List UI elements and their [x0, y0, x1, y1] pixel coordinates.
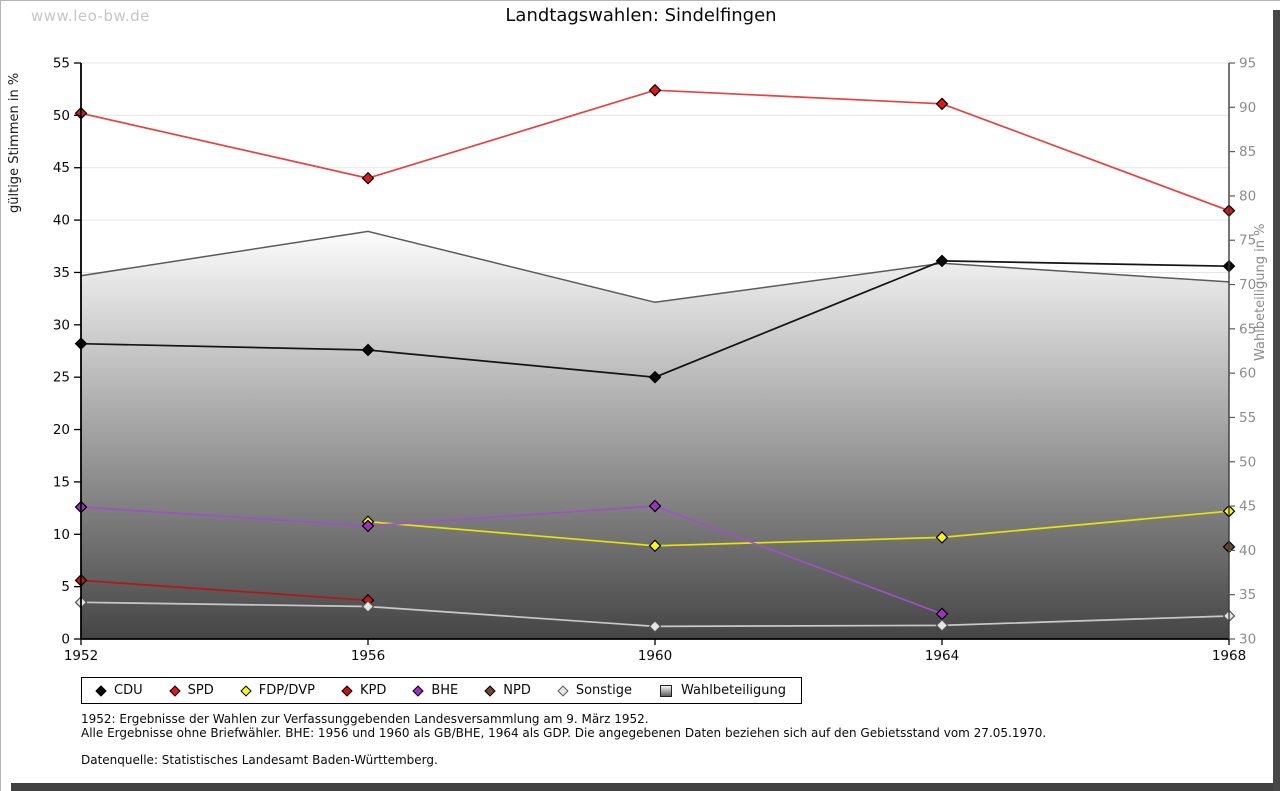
point-SPD-1956	[361, 171, 375, 185]
legend-label: SPD	[187, 683, 214, 698]
legend-area-swatch	[660, 684, 673, 697]
point-Sonstige-1960	[648, 620, 662, 633]
legend-item-bhe: BHE	[412, 683, 459, 698]
svg-text:5: 5	[61, 579, 70, 595]
point-SPD-1960	[648, 83, 662, 97]
legend-item-wahlbeteiligung: Wahlbeteiligung	[660, 683, 786, 698]
legend-label: Wahlbeteiligung	[681, 683, 787, 698]
legend-diamond-marker	[557, 684, 569, 697]
legend-item-fdpdvp: FDP/DVP	[240, 683, 315, 698]
legend-item-kpd: KPD	[341, 683, 387, 698]
legend-label: Sonstige	[575, 683, 633, 698]
svg-text:95: 95	[1239, 56, 1256, 72]
point-CDU-1964	[935, 254, 949, 268]
footnote-line-1: 1952: Ergebnisse der Wahlen zur Verfassu…	[81, 712, 649, 726]
point-FDPDVP-1960	[648, 539, 662, 553]
svg-text:1968: 1968	[1212, 648, 1246, 664]
point-CDU-1956	[361, 343, 375, 357]
right-axis-title: Wahlbeteiligung in %	[1253, 223, 1268, 361]
data-source: Datenquelle: Statistisches Landesamt Bad…	[81, 753, 438, 767]
svg-text:40: 40	[1239, 543, 1256, 559]
svg-text:70: 70	[1239, 277, 1256, 293]
legend-diamond-marker	[412, 684, 424, 697]
watermark: www.leo-bw.de	[31, 7, 150, 25]
svg-text:40: 40	[53, 213, 70, 229]
svg-text:55: 55	[1239, 410, 1256, 426]
svg-text:65: 65	[1239, 321, 1256, 337]
svg-text:45: 45	[1239, 499, 1256, 515]
svg-text:55: 55	[53, 56, 70, 72]
legend-label: CDU	[114, 683, 143, 698]
footnote-line-2: Alle Ergebnisse ohne Briefwähler. BHE: 1…	[81, 726, 1047, 740]
svg-text:1960: 1960	[638, 648, 672, 664]
svg-text:35: 35	[53, 265, 70, 281]
svg-text:30: 30	[53, 317, 70, 333]
svg-text:80: 80	[1239, 188, 1256, 204]
legend-diamond-marker	[484, 684, 496, 697]
legend-label: KPD	[359, 683, 387, 698]
left-axis-title: gültige Stimmen in %	[7, 72, 22, 213]
svg-text:15: 15	[53, 474, 70, 490]
legend-label: BHE	[431, 683, 459, 698]
chart-legend: CDU SPD FDP/DVP KPD BHE NPD Sonstige Wahlbeteil…	[81, 677, 803, 704]
svg-text:20: 20	[53, 422, 70, 438]
svg-text:85: 85	[1239, 144, 1256, 160]
point-Sonstige-1956	[361, 600, 375, 613]
svg-text:10: 10	[53, 527, 70, 543]
point-SPD-1964	[935, 97, 949, 111]
svg-text:50: 50	[1239, 454, 1256, 470]
legend-label: FDP/DVP	[258, 683, 315, 698]
svg-text:45: 45	[53, 160, 70, 176]
svg-text:1964: 1964	[925, 648, 959, 664]
legend-label: NPD	[503, 683, 531, 698]
svg-text:60: 60	[1239, 366, 1256, 382]
svg-text:35: 35	[1239, 587, 1256, 603]
svg-text:50: 50	[53, 108, 70, 124]
legend-item-npd: NPD	[484, 683, 531, 698]
series-area-Wahlbeteiligung	[80, 230, 1230, 639]
legend-diamond-marker	[168, 684, 181, 697]
series-CDU	[74, 254, 1236, 384]
footnotes: 1952: Ergebnisse der Wahlen zur Verfassu…	[81, 712, 1046, 767]
chart-title: Landtagswahlen: Sindelfingen	[505, 5, 777, 26]
point-FDPDVP-1964	[935, 531, 949, 544]
svg-text:30: 30	[1239, 632, 1256, 648]
svg-text:90: 90	[1239, 100, 1256, 116]
svg-text:75: 75	[1239, 233, 1256, 249]
svg-text:1952: 1952	[64, 648, 98, 664]
legend-item-sonstige: Sonstige	[557, 683, 633, 698]
point-CDU-1960	[648, 370, 662, 384]
svg-text:1956: 1956	[351, 648, 385, 664]
election-line-chart: 0 5 10 15 20 25 30 35 40 45 50 55 30 35 40 45 50 55 60 65 70…	[53, 56, 1256, 665]
legend-diamond-marker	[341, 684, 353, 697]
point-BHE-1960	[648, 499, 662, 513]
series-SPD	[74, 83, 1236, 218]
legend-item-spd: SPD	[168, 683, 214, 698]
svg-text:25: 25	[53, 370, 70, 386]
legend-diamond-marker	[95, 684, 107, 697]
point-BHE-1956	[361, 519, 375, 533]
point-Sonstige-1964	[935, 619, 949, 632]
legend-item-cdu: CDU	[95, 683, 143, 698]
svg-text:0: 0	[61, 632, 70, 648]
axes: 0 5 10 15 20 25 30 35 40 45 50 55 30 35 40 45 50 55 60 65 70…	[53, 56, 1256, 665]
legend-diamond-marker	[240, 684, 252, 697]
